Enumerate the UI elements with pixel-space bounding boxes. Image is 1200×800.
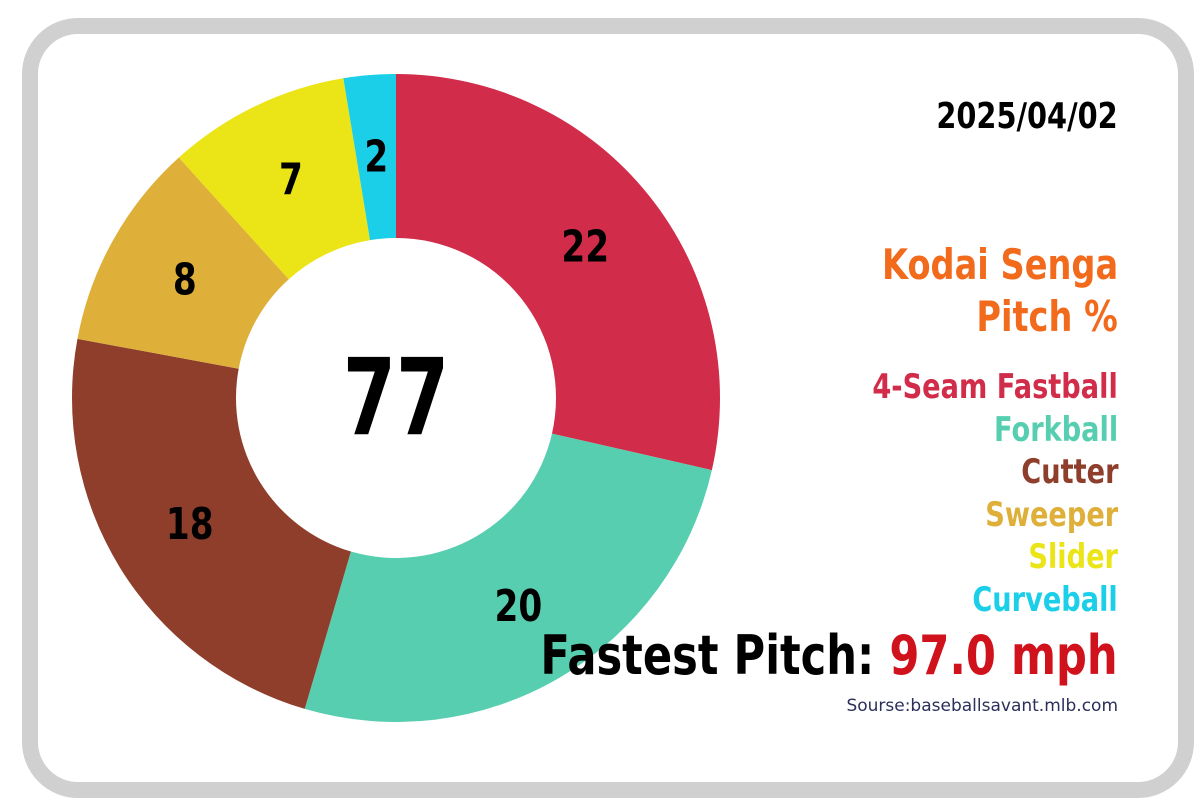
chart-title-line2: Pitch % [941, 292, 1118, 341]
source-note: Sourse:baseballsavant.mlb.com [846, 696, 1118, 716]
donut-segment [304, 433, 712, 722]
donut-segment-label: 8 [173, 254, 197, 305]
legend-item-label: Forkball [993, 409, 1118, 450]
chart-title-metric: Pitch % [976, 292, 1118, 341]
chart-date: 2025/04/02 [891, 96, 1118, 137]
donut-segment-label: 20 [495, 581, 543, 632]
legend-item: 4-Seam Fastball [658, 366, 1118, 409]
donut-segment [178, 78, 371, 280]
donut-segments [72, 74, 721, 722]
donut-segment-label: 22 [561, 221, 609, 272]
legend-item-label: Curveball [972, 579, 1118, 620]
donut-segment-label: 7 [279, 154, 303, 205]
legend-item-label: Slider [1028, 537, 1118, 577]
source-note-text: Sourse:baseballsavant.mlb.com [846, 696, 1118, 716]
legend-item-label: Cutter [1020, 452, 1118, 492]
chart-date-text: 2025/04/02 [936, 96, 1118, 137]
legend-item: Sweeper [658, 494, 1118, 537]
legend-item-label: Sweeper [985, 494, 1118, 535]
donut-center-total: 77 [343, 336, 449, 460]
donut-segment-labels: 22 20 18 8 7 2 [166, 131, 609, 632]
chart-title-player: Kodai Senga [881, 240, 1118, 289]
fastest-pitch-label: Fastest Pitch: [540, 624, 875, 687]
legend-item-label: 4-Seam Fastball [872, 367, 1118, 407]
donut-segment [396, 74, 721, 471]
legend-item: Curveball [658, 579, 1118, 622]
fastest-pitch-value: 97.0 mph [889, 624, 1118, 687]
donut-segment [77, 157, 289, 369]
fastest-pitch: Fastest Pitch: 97.0 mph [396, 624, 1118, 687]
legend-item: Cutter [658, 451, 1118, 494]
donut-segment [343, 74, 396, 241]
donut-segment [72, 338, 351, 709]
legend-item: Forkball [658, 409, 1118, 452]
legend-item: Slider [658, 536, 1118, 579]
donut-segment-label: 2 [364, 131, 388, 182]
chart-title-line1: Kodai Senga [823, 240, 1118, 289]
chart-legend: 4-Seam Fastball Forkball Cutter Sweeper Slid… [658, 366, 1118, 621]
donut-segment-label: 18 [166, 499, 214, 550]
